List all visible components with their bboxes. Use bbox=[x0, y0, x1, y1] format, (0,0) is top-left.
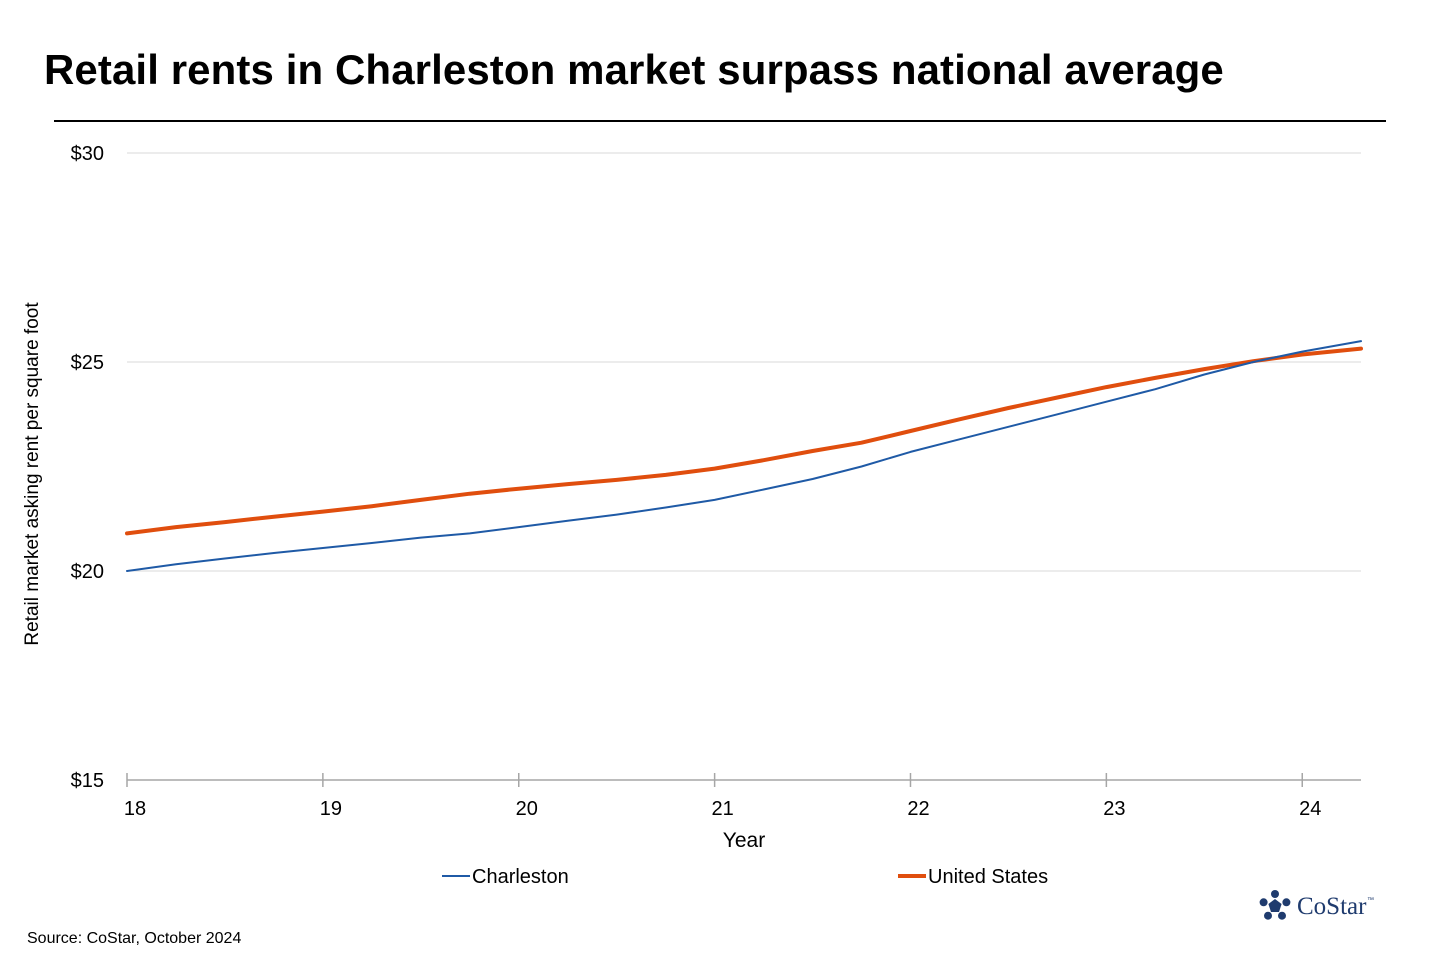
x-tick-label: 22 bbox=[907, 798, 929, 820]
x-tick-label: 24 bbox=[1299, 798, 1321, 820]
logo-trademark: ™ bbox=[1367, 897, 1374, 904]
legend-label: Charleston bbox=[472, 866, 569, 888]
legend-item: United States bbox=[898, 866, 1048, 888]
y-tick-label: $25 bbox=[71, 352, 104, 374]
costar-logo: CoStar ™ bbox=[1258, 889, 1388, 925]
axes: $15 $20 $25 $30 18 19 20 21 22 23 24 bbox=[71, 143, 1361, 820]
series-line-united-states bbox=[125, 346, 1363, 536]
x-tick-label: 20 bbox=[516, 798, 538, 820]
legend: Charleston United States bbox=[442, 866, 1048, 888]
series-lines bbox=[125, 340, 1363, 572]
y-tick-label: $15 bbox=[71, 770, 104, 792]
y-tick-label: $30 bbox=[71, 143, 104, 165]
series-line-charleston bbox=[126, 340, 1362, 572]
legend-label: United States bbox=[928, 866, 1048, 888]
y-axis-label: Retail market asking rent per square foo… bbox=[22, 302, 43, 646]
x-tick-label: 18 bbox=[124, 798, 146, 820]
costar-star-icon bbox=[1259, 890, 1291, 920]
x-tick-label: 21 bbox=[711, 798, 733, 820]
x-tick-label: 23 bbox=[1103, 798, 1125, 820]
x-axis-label: Year bbox=[723, 829, 765, 852]
chart-title: Retail rents in Charleston market surpas… bbox=[44, 46, 1224, 93]
title-divider bbox=[54, 120, 1386, 122]
legend-item: Charleston bbox=[442, 866, 569, 888]
logo-text: CoStar bbox=[1297, 893, 1367, 920]
source-note: Source: CoStar, October 2024 bbox=[27, 930, 242, 947]
y-tick-label: $20 bbox=[71, 561, 104, 583]
gridlines bbox=[127, 152, 1361, 572]
x-tick-label: 19 bbox=[320, 798, 342, 820]
